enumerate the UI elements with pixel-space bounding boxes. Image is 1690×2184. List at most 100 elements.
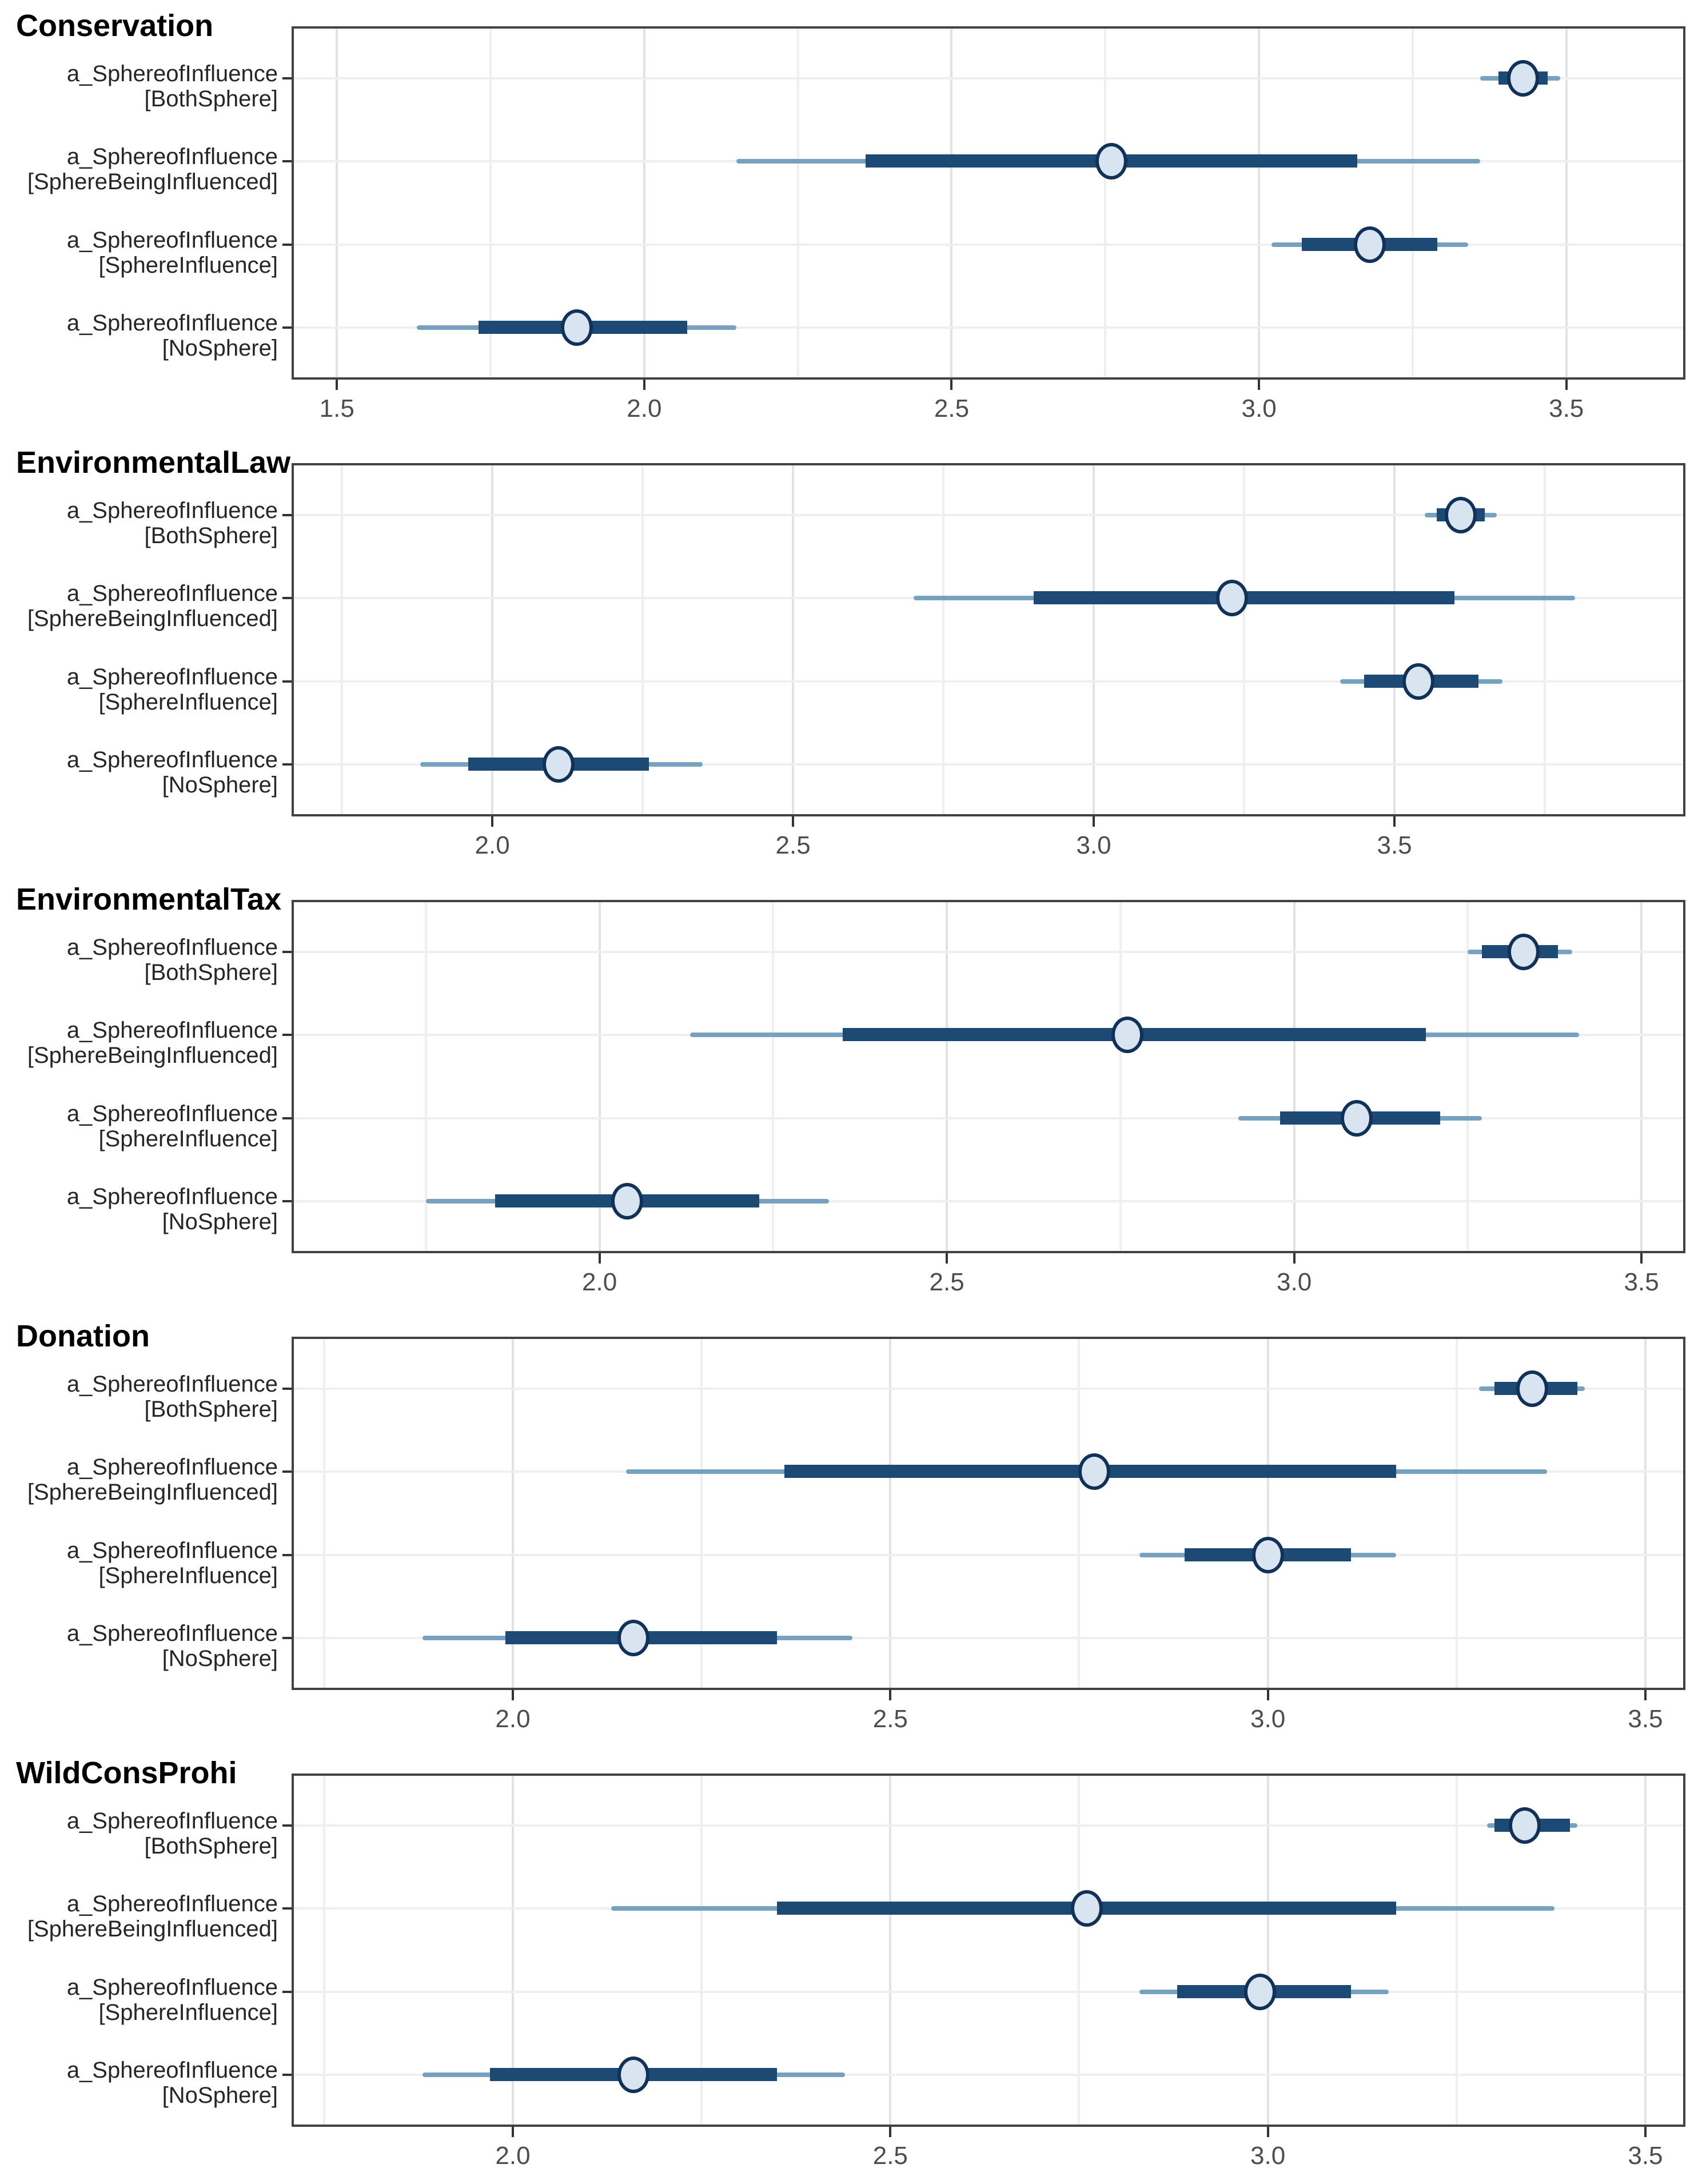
x-tick-mark xyxy=(1565,380,1568,390)
y-axis-label: [SphereInfluence] xyxy=(98,1999,278,2025)
y-axis-label: a_SphereofInfluence xyxy=(66,1620,278,1646)
point-marker xyxy=(611,1182,644,1219)
y-axis-label: [NoSphere] xyxy=(162,1209,278,1234)
x-tick-mark xyxy=(1258,380,1261,390)
point-marker xyxy=(1216,580,1249,617)
x-tick-mark xyxy=(491,816,494,827)
y-axis-label: [BothSphere] xyxy=(144,1834,278,1859)
y-tick-mark xyxy=(282,1034,292,1037)
y-axis-label: [NoSphere] xyxy=(162,2082,278,2108)
gridline-minor xyxy=(1455,1776,1458,2125)
panel-title: Conservation xyxy=(16,9,214,43)
y-axis-label: a_SphereofInfluence xyxy=(66,1891,278,1917)
point-marker xyxy=(1444,497,1477,534)
point-marker xyxy=(617,1619,650,1656)
gridline-major xyxy=(491,465,494,814)
plot-area xyxy=(292,26,1685,380)
plot-area xyxy=(292,1773,1685,2127)
gridline-major xyxy=(1640,902,1643,1251)
x-tick-mark xyxy=(889,1690,892,1700)
gridline-minor xyxy=(700,1339,703,1688)
y-axis-label: [SphereBeingInfluenced] xyxy=(27,1916,278,1942)
y-axis-label: a_SphereofInfluence xyxy=(66,310,278,336)
point-marker xyxy=(1402,663,1435,700)
x-tick-label: 2.5 xyxy=(872,2142,908,2170)
y-tick-mark xyxy=(282,1388,292,1390)
y-axis-label: a_SphereofInfluence xyxy=(66,144,278,170)
x-tick-label: 3.5 xyxy=(1377,831,1412,859)
y-tick-mark xyxy=(282,160,292,163)
y-tick-mark xyxy=(282,1907,292,1910)
row-gridline xyxy=(294,951,1683,954)
gridline-major xyxy=(511,1339,514,1688)
gridline-major xyxy=(511,1776,514,2125)
point-marker xyxy=(1244,1973,1277,2010)
y-tick-mark xyxy=(282,1553,292,1556)
gridline-major xyxy=(1393,465,1396,814)
x-tick-label: 3.0 xyxy=(1250,1705,1286,1733)
y-axis-label: [BothSphere] xyxy=(144,86,278,112)
y-axis-label: a_SphereofInfluence xyxy=(66,1454,278,1480)
y-axis-label: a_SphereofInfluence xyxy=(66,1018,278,1043)
gridline-minor xyxy=(322,1776,325,2125)
row-gridline xyxy=(294,1199,1683,1202)
y-tick-mark xyxy=(282,1470,292,1473)
y-tick-mark xyxy=(282,243,292,246)
y-tick-mark xyxy=(282,951,292,954)
x-tick-label: 2.5 xyxy=(775,831,811,859)
point-marker xyxy=(1508,1807,1541,1844)
x-tick-mark xyxy=(1293,1253,1296,1264)
plot-area xyxy=(292,463,1685,816)
x-tick-mark xyxy=(946,1253,948,1264)
y-axis-label: [SphereBeingInfluenced] xyxy=(27,606,278,632)
x-tick-mark xyxy=(792,816,795,827)
row-gridline xyxy=(294,1117,1683,1119)
y-axis-label: a_SphereofInfluence xyxy=(66,935,278,961)
y-axis-label: a_SphereofInfluence xyxy=(66,1183,278,1209)
y-tick-mark xyxy=(282,1117,292,1119)
row-gridline xyxy=(294,680,1683,683)
x-tick-mark xyxy=(1644,1690,1647,1700)
gridline-major xyxy=(1565,29,1568,377)
y-axis-label: a_SphereofInfluence xyxy=(66,1372,278,1397)
chart-panel: EnvironmentalTax a_SphereofInfluence [Both… xyxy=(0,874,1690,1310)
gridline-minor xyxy=(1078,1339,1081,1688)
y-axis-label: [SphereBeingInfluenced] xyxy=(27,1043,278,1069)
point-marker xyxy=(1095,143,1128,180)
x-tick-label: 2.0 xyxy=(627,394,662,423)
gridline-minor xyxy=(796,29,799,377)
chart-panel: Donation a_SphereofInfluence [BothSphere] a… xyxy=(0,1310,1690,1747)
gridline-minor xyxy=(489,29,492,377)
point-marker xyxy=(1353,226,1386,263)
x-tick-label: 2.5 xyxy=(872,1705,908,1733)
y-axis-label: [NoSphere] xyxy=(162,772,278,798)
point-marker xyxy=(1507,934,1540,971)
gridline-major xyxy=(1644,1339,1647,1688)
gridline-major xyxy=(643,29,645,377)
y-axis-label: a_SphereofInfluence xyxy=(66,1537,278,1563)
x-tick-mark xyxy=(1644,2127,1647,2137)
panel-title: WildConsProhi xyxy=(16,1756,237,1790)
gridline-minor xyxy=(424,902,427,1251)
row-gridline xyxy=(294,326,1683,329)
x-tick-mark xyxy=(1640,1253,1643,1264)
point-marker xyxy=(1516,1370,1548,1408)
point-marker xyxy=(1111,1017,1143,1054)
row-gridline xyxy=(294,1636,1683,1639)
x-tick-label: 2.0 xyxy=(495,1705,531,1733)
x-tick-mark xyxy=(950,380,953,390)
gridline-major xyxy=(598,902,601,1251)
gridline-major xyxy=(946,902,948,1251)
gridline-major xyxy=(1644,1776,1647,2125)
point-marker xyxy=(1070,1890,1103,1927)
y-axis-label: [NoSphere] xyxy=(162,1645,278,1671)
x-tick-label: 2.0 xyxy=(475,831,510,859)
row-gridline xyxy=(294,1990,1683,1993)
x-tick-label: 3.5 xyxy=(1624,1268,1659,1296)
y-axis-label: a_SphereofInfluence xyxy=(66,747,278,772)
x-tick-label: 3.0 xyxy=(1277,1268,1312,1296)
gridline-minor xyxy=(942,465,945,814)
panel-title: Donation xyxy=(16,1319,150,1353)
x-tick-label: 2.5 xyxy=(934,394,970,423)
